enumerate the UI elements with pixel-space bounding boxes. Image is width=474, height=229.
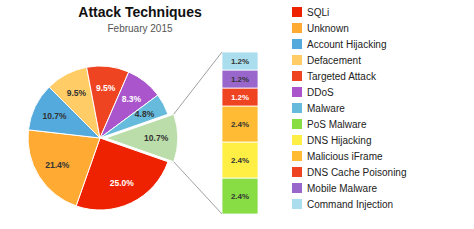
connector-line: [174, 162, 222, 214]
legend-label: SQLi: [307, 7, 329, 18]
legend-label: Targeted Attack: [307, 71, 377, 82]
legend-label: Unknown: [307, 23, 349, 34]
subtitle: February 2015: [107, 23, 172, 34]
pie-labels: 25.0% 21.4% 10.7% 9.5% 9.5% 8.3% 4.8% 10.7%: [43, 83, 169, 189]
legend-swatch: [292, 103, 302, 113]
legend-swatch: [292, 71, 302, 81]
legend-swatch: [292, 119, 302, 129]
legend-swatch: [292, 7, 302, 17]
stacked-bar: [222, 52, 258, 214]
legend-swatch: [292, 135, 302, 145]
legend-swatch: [292, 151, 302, 161]
legend-label: Command Injection: [307, 199, 393, 210]
bar-segment: [222, 70, 258, 88]
legend-label: Mobile Malware: [307, 183, 377, 194]
legend-label: Defacement: [307, 55, 361, 66]
bar-segment: [222, 178, 258, 214]
chart: Attack Techniques February 2015 25.0% 21.4%…: [0, 0, 474, 229]
data-label: 21.4%: [45, 160, 70, 170]
data-label: 10.7%: [144, 133, 169, 143]
data-label: 2.4%: [231, 120, 249, 129]
data-label: 10.7%: [43, 111, 68, 121]
bar-labels: 2.4% 2.4% 2.4% 1.2% 1.2% 1.2%: [231, 57, 249, 201]
legend-label: PoS Malware: [307, 119, 367, 130]
data-label: 4.8%: [135, 109, 155, 119]
legend-label: DNS Cache Poisoning: [307, 167, 407, 178]
legend-label: Malware: [307, 103, 345, 114]
data-label: 8.3%: [122, 94, 142, 104]
legend-label: DDoS: [307, 87, 334, 98]
title: Attack Techniques: [78, 4, 202, 20]
data-label: 9.5%: [67, 88, 87, 98]
pie-slices: [28, 66, 178, 210]
pie-slice: [28, 130, 100, 206]
legend-swatch: [292, 167, 302, 177]
data-label: 1.2%: [231, 57, 249, 66]
pie-slice: [106, 114, 178, 162]
data-label: 9.5%: [96, 83, 116, 93]
data-label: 25.0%: [110, 178, 135, 188]
data-label: 1.2%: [231, 75, 249, 84]
bar-segment: [222, 106, 258, 142]
data-label: 1.2%: [231, 93, 249, 102]
data-label: 2.4%: [231, 156, 249, 165]
legend-swatch: [292, 55, 302, 65]
data-label: 2.4%: [231, 192, 249, 201]
legend: SQLi Unknown Account Hijacking Defacement Ta…: [292, 7, 407, 210]
legend-swatch: [292, 23, 302, 33]
bar-segment: [222, 52, 258, 70]
legend-swatch: [292, 39, 302, 49]
legend-swatch: [292, 199, 302, 209]
legend-label: DNS Hijacking: [307, 135, 371, 146]
legend-swatch: [292, 183, 302, 193]
connector-line: [174, 52, 222, 114]
bar-segment: [222, 142, 258, 178]
legend-label: Malicious iFrame: [307, 151, 383, 162]
bar-segment: [222, 88, 258, 106]
legend-swatch: [292, 87, 302, 97]
legend-label: Account Hijacking: [307, 39, 386, 50]
